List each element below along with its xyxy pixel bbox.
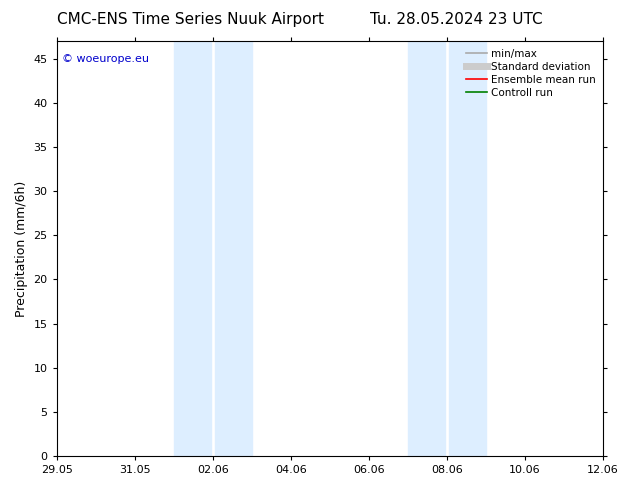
Text: CMC-ENS Time Series Nuuk Airport: CMC-ENS Time Series Nuuk Airport [56, 12, 324, 27]
Y-axis label: Precipitation (mm/6h): Precipitation (mm/6h) [15, 180, 28, 317]
Text: Tu. 28.05.2024 23 UTC: Tu. 28.05.2024 23 UTC [370, 12, 543, 27]
Bar [174, 41, 211, 456]
Bar [408, 41, 445, 456]
Bar [449, 41, 486, 456]
Bar [215, 41, 252, 456]
Text: © woeurope.eu: © woeurope.eu [62, 54, 149, 64]
Legend: min/max, Standard deviation, Ensemble mean run, Controll run: min/max, Standard deviation, Ensemble me… [464, 47, 598, 100]
